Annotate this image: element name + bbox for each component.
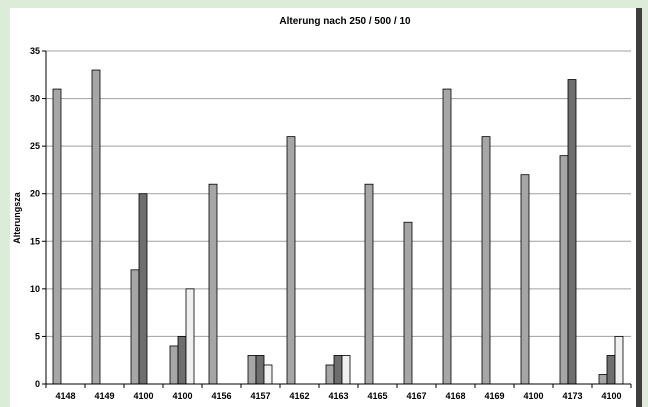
x-tick-label: 4156	[211, 391, 231, 401]
bar	[403, 221, 413, 385]
x-tick-label: 4162	[289, 391, 309, 401]
y-tick-label: 0	[35, 379, 40, 389]
bar	[559, 155, 569, 385]
bar	[442, 88, 452, 385]
bar	[520, 174, 530, 385]
x-tick-label: 4168	[445, 391, 465, 401]
bar	[130, 269, 140, 385]
x-tick-label: 4157	[250, 391, 270, 401]
bar	[606, 355, 616, 385]
x-tick-label: 4100	[523, 391, 543, 401]
chart-title: Alterung nach 250 / 500 / 10	[279, 16, 411, 27]
bar	[208, 183, 218, 385]
bar	[255, 355, 265, 385]
x-tick-label: 4100	[133, 391, 153, 401]
bar	[364, 183, 374, 385]
x-tick-labels: 4148 4149 4100 4100 4156 4157 4162 4163 4165 4167…	[55, 391, 621, 401]
y-tick-label: 10	[30, 284, 40, 294]
x-tick-label: 4173	[562, 391, 582, 401]
x-tick-label: 4169	[484, 391, 504, 401]
y-tick-label: 15	[30, 236, 40, 246]
bars	[52, 69, 624, 385]
bar	[185, 288, 195, 385]
x-tick-label: 4149	[94, 391, 114, 401]
bar	[247, 355, 257, 385]
axes	[42, 50, 632, 388]
bar	[52, 88, 62, 385]
x-tick-label: 4148	[55, 391, 75, 401]
x-tick-label: 4100	[172, 391, 192, 401]
x-tick-label: 4167	[406, 391, 426, 401]
y-axis-label: Alterungsza	[12, 191, 22, 244]
y-tick-label: 35	[30, 46, 40, 56]
bar	[567, 79, 577, 385]
y-tick-label: 20	[30, 189, 40, 199]
bar	[91, 69, 101, 385]
y-tick-label: 25	[30, 141, 40, 151]
bar	[333, 355, 343, 385]
bar	[325, 364, 335, 385]
bar	[481, 136, 491, 385]
x-tick-label: 4165	[367, 391, 387, 401]
x-tick-label: 4163	[328, 391, 348, 401]
bar	[177, 336, 187, 385]
x-tick-label: 4100	[601, 391, 621, 401]
bar	[614, 336, 624, 385]
bar	[286, 136, 296, 385]
y-tick-label: 30	[30, 94, 40, 104]
bar	[341, 355, 351, 385]
y-tick-label: 5	[35, 331, 40, 341]
bar	[138, 193, 148, 385]
y-tick-labels: 0 5 10 15 20 25 30 35	[30, 46, 40, 389]
bar	[598, 374, 608, 385]
bar	[169, 345, 179, 385]
chart-panel	[10, 8, 642, 407]
bar	[263, 364, 273, 385]
